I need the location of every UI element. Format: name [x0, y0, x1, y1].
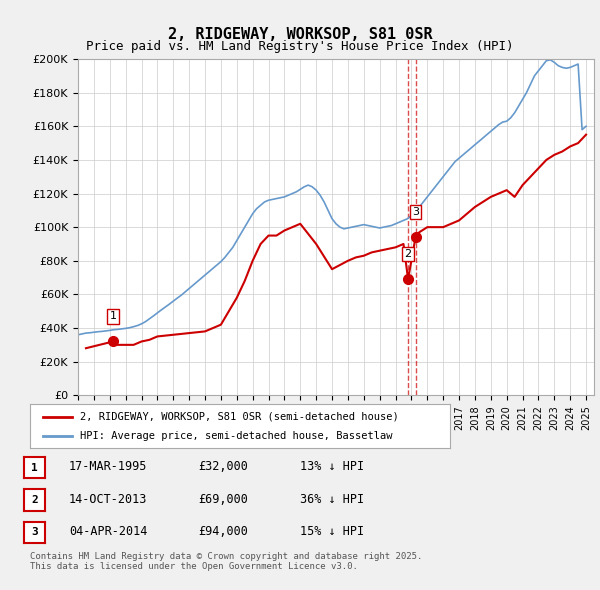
Text: 17-MAR-1995: 17-MAR-1995 [69, 460, 148, 474]
Text: 3: 3 [412, 207, 419, 217]
Text: Price paid vs. HM Land Registry's House Price Index (HPI): Price paid vs. HM Land Registry's House … [86, 40, 514, 53]
Text: HPI: Average price, semi-detached house, Bassetlaw: HPI: Average price, semi-detached house,… [80, 431, 393, 441]
Text: 36% ↓ HPI: 36% ↓ HPI [300, 493, 364, 506]
Text: 1: 1 [31, 463, 38, 473]
Text: 2, RIDGEWAY, WORKSOP, S81 0SR (semi-detached house): 2, RIDGEWAY, WORKSOP, S81 0SR (semi-deta… [80, 412, 399, 421]
Text: Contains HM Land Registry data © Crown copyright and database right 2025.
This d: Contains HM Land Registry data © Crown c… [30, 552, 422, 571]
Text: 1: 1 [110, 312, 116, 322]
Text: 3: 3 [31, 527, 38, 537]
Text: 13% ↓ HPI: 13% ↓ HPI [300, 460, 364, 474]
Text: 2: 2 [31, 495, 38, 505]
Text: 15% ↓ HPI: 15% ↓ HPI [300, 525, 364, 539]
Text: 14-OCT-2013: 14-OCT-2013 [69, 493, 148, 506]
Text: 04-APR-2014: 04-APR-2014 [69, 525, 148, 539]
Text: £94,000: £94,000 [198, 525, 248, 539]
Text: 2: 2 [404, 249, 412, 259]
Text: 2, RIDGEWAY, WORKSOP, S81 0SR: 2, RIDGEWAY, WORKSOP, S81 0SR [167, 27, 433, 41]
Text: £32,000: £32,000 [198, 460, 248, 474]
Text: £69,000: £69,000 [198, 493, 248, 506]
